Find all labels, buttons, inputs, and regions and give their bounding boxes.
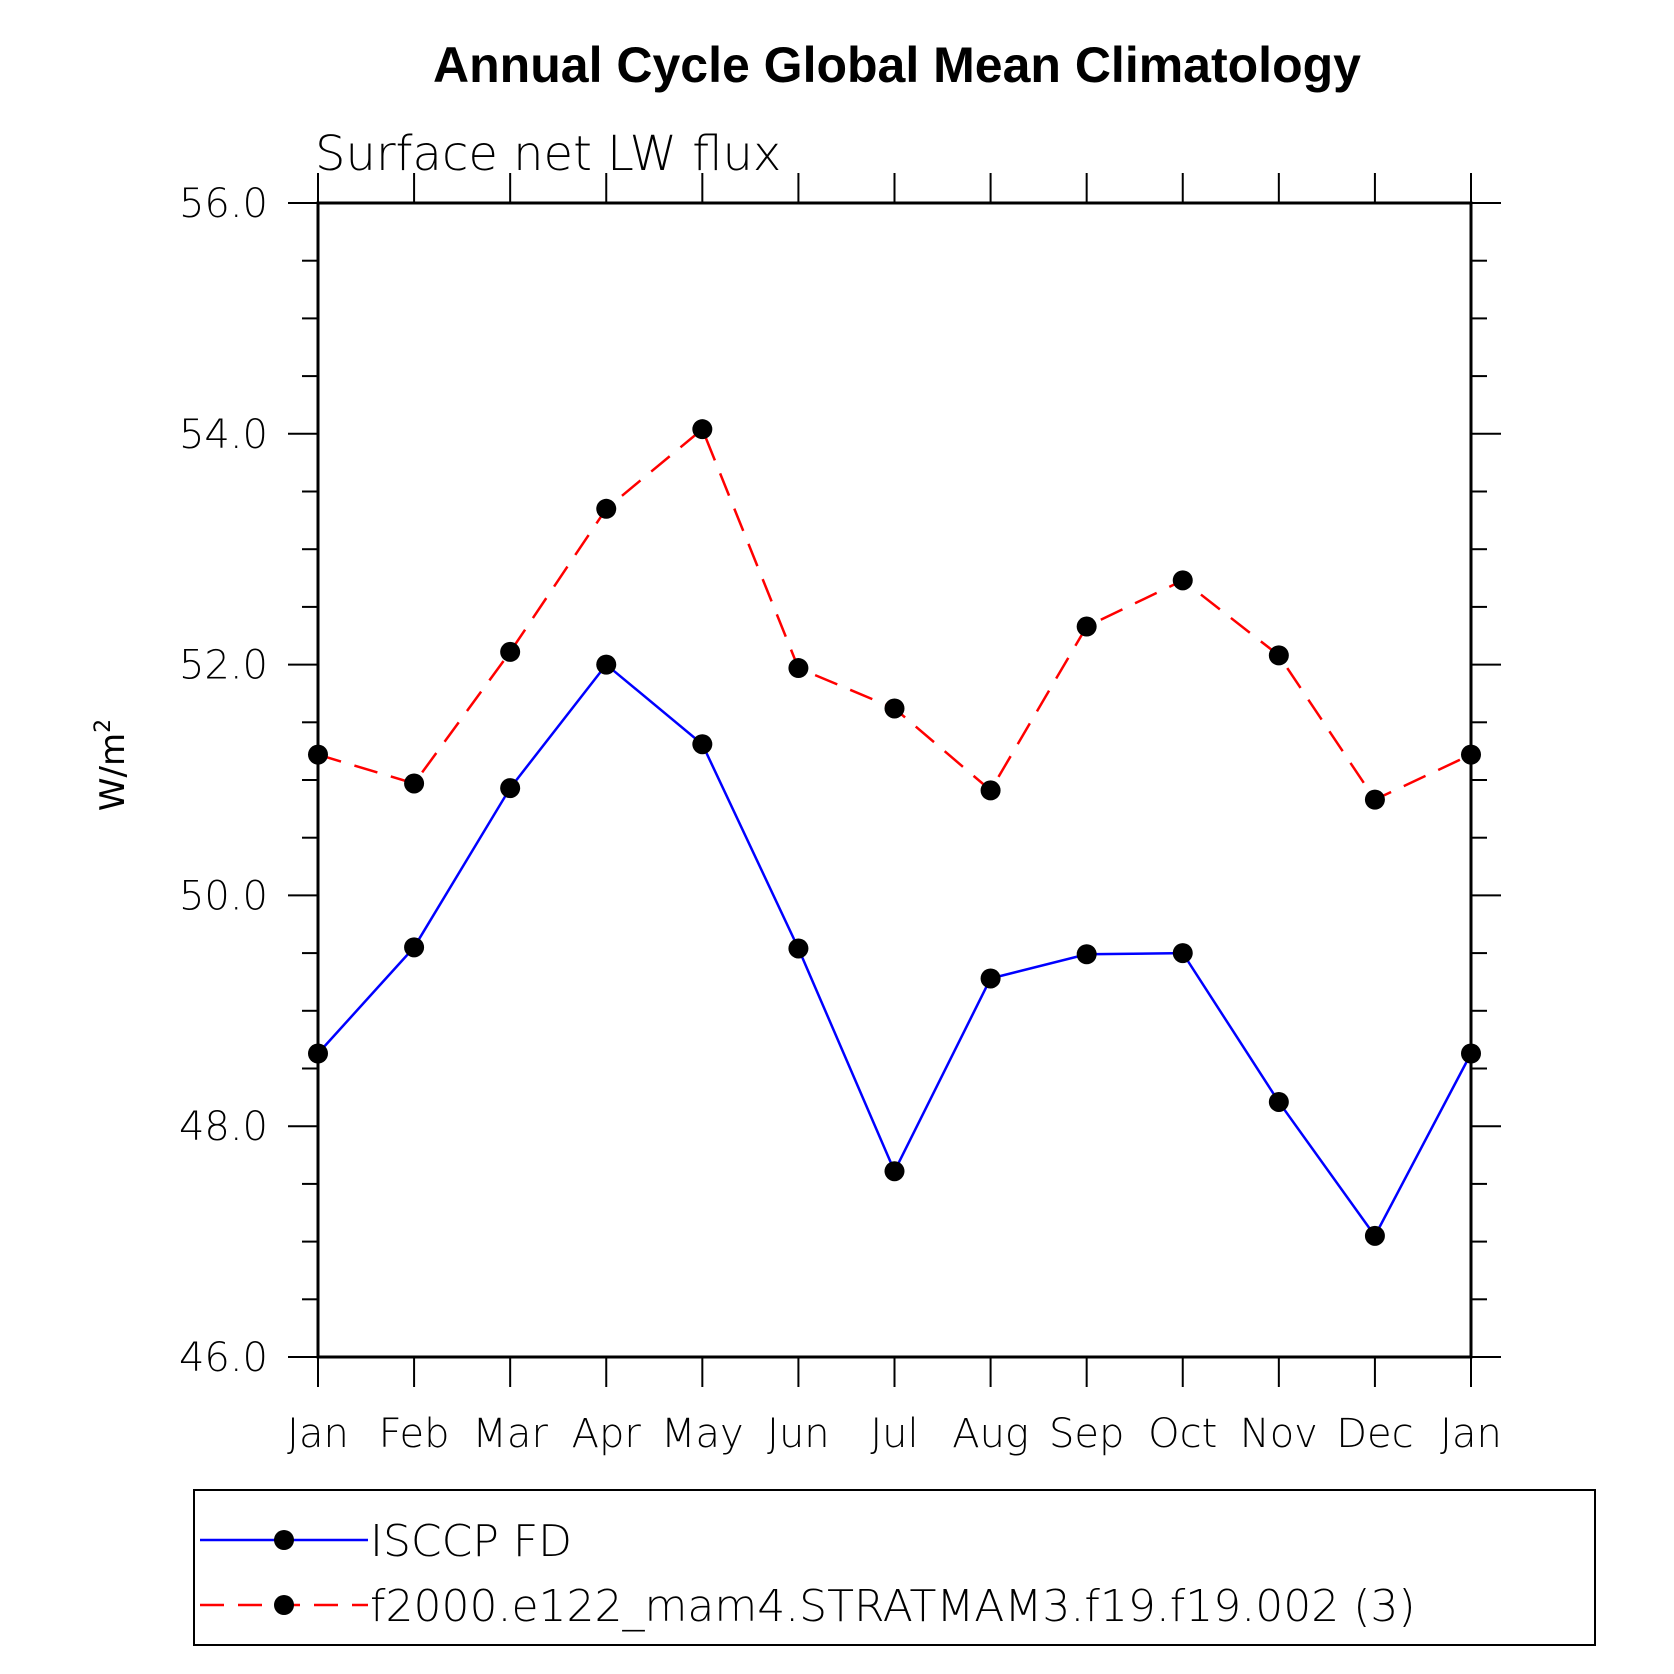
axis-ticks: [288, 173, 1501, 1387]
series-line-1: [317, 427, 1472, 802]
data-point-series-1: [1268, 645, 1289, 666]
data-point-series-1: [596, 498, 617, 519]
data-point-series-1: [980, 780, 1001, 801]
y-tick-label: 54.0: [179, 412, 268, 458]
data-point-series-0: [980, 968, 1001, 989]
data-point-series-1: [1076, 616, 1097, 637]
data-point-series-0: [404, 937, 425, 958]
x-tick-label: Jul: [870, 1411, 918, 1457]
legend-items: ISCCP FD f2000.e122_mam4.STRATMAM3.f19.f1…: [200, 1516, 1416, 1632]
legend: ISCCP FD f2000.e122_mam4.STRATMAM3.f19.f1…: [193, 1489, 1596, 1646]
chart-subtitle: Surface net LW flux: [315, 126, 781, 182]
y-tick-label: 50.0: [179, 873, 268, 919]
data-point-series-1: [884, 698, 905, 719]
legend-label-1: f2000.e122_mam4.STRATMAM3.f19.f19.002 (3…: [370, 1581, 1416, 1632]
data-point-series-0: [692, 734, 713, 755]
y-axis-label-main: W/m: [93, 733, 133, 811]
series-markers: [308, 419, 1481, 1246]
x-tick-label: Jan: [1440, 1411, 1502, 1457]
data-point-series-1: [788, 658, 809, 679]
x-tick-label: Feb: [379, 1411, 450, 1457]
y-tick-label: 48.0: [179, 1104, 268, 1150]
data-point-series-0: [500, 778, 521, 799]
data-point-series-1: [500, 641, 521, 662]
series-line-0: [317, 662, 1473, 1239]
data-point-series-0: [1076, 944, 1097, 965]
x-tick-label: Jun: [767, 1411, 830, 1457]
x-tick-labels: Jan Feb Mar Apr May Jun Jul Aug Sep Oct Nov Dec Jan: [287, 1411, 1502, 1457]
data-point-series-1: [1172, 570, 1193, 591]
x-tick-label: Mar: [472, 1411, 548, 1457]
x-tick-label: Sep: [1049, 1411, 1124, 1457]
y-tick-label: 52.0: [179, 643, 268, 689]
x-tick-label: Nov: [1240, 1411, 1318, 1457]
legend-marker-1: [274, 1595, 294, 1615]
legend-marker-0: [274, 1530, 294, 1550]
x-tick-label: Jan: [287, 1411, 349, 1457]
data-point-series-1: [404, 773, 425, 794]
x-tick-label: May: [661, 1411, 744, 1457]
data-point-series-1: [692, 419, 713, 440]
data-point-series-0: [596, 654, 617, 675]
data-point-series-1: [1364, 789, 1385, 810]
y-tick-label: 56.0: [179, 181, 268, 227]
x-tick-label: Dec: [1336, 1411, 1413, 1457]
x-tick-label: Oct: [1148, 1411, 1217, 1457]
legend-box: [193, 1489, 1596, 1646]
y-tick-labels: 46.0 48.0 50.0 52.0 54.0 56.0: [179, 181, 268, 1381]
series-lines: [317, 427, 1473, 1239]
data-point-series-0: [1364, 1225, 1385, 1246]
chart-title: Annual Cycle Global Mean Climatology: [433, 37, 1361, 93]
y-axis-label: W/m2: [91, 719, 133, 811]
data-point-series-0: [884, 1161, 905, 1182]
data-point-series-0: [1172, 943, 1193, 964]
x-tick-label: Apr: [572, 1411, 642, 1457]
data-point-series-0: [1268, 1091, 1289, 1112]
plot-frame: [316, 201, 1473, 1359]
legend-label-0: ISCCP FD: [370, 1516, 572, 1567]
x-tick-label: Aug: [952, 1411, 1029, 1457]
y-axis-label-superscript: 2: [91, 719, 116, 733]
data-point-series-0: [788, 938, 809, 959]
y-tick-label: 46.0: [179, 1335, 268, 1381]
